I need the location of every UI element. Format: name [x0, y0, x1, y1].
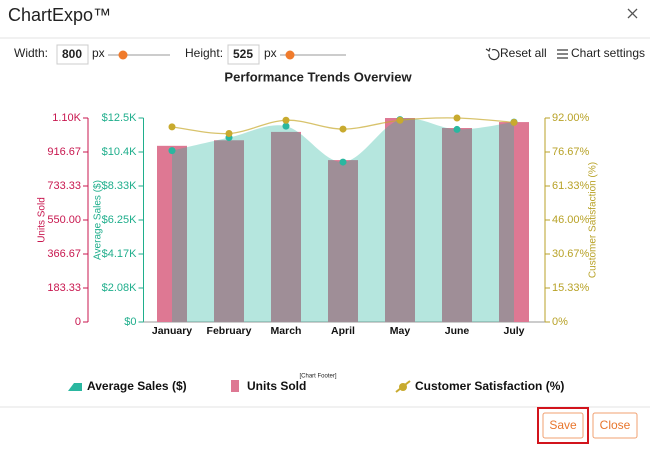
- bar: [385, 118, 415, 322]
- chart-title: Performance Trends Overview: [224, 69, 412, 84]
- point: [339, 125, 347, 133]
- save-label[interactable]: Save: [549, 418, 577, 432]
- point: [282, 122, 290, 130]
- close-icon[interactable]: [627, 8, 638, 19]
- highlight-box: [537, 407, 589, 444]
- x-tick-label: April: [331, 325, 355, 337]
- point: [225, 130, 233, 138]
- y-tick-label: 92.00%: [552, 112, 590, 124]
- y-tick-label: $2.08K: [102, 282, 138, 294]
- y-tick-label: 46.00%: [552, 214, 590, 226]
- axis-label: Customer Satisfaction (%): [588, 162, 599, 278]
- axis-label: Units Sold: [37, 197, 48, 243]
- app-title: ChartExpo™: [8, 5, 111, 25]
- y-tick-label: 916.67: [47, 146, 81, 158]
- y-tick-label: $6.25K: [102, 214, 138, 226]
- y-tick-label: 15.33%: [552, 282, 590, 294]
- legend-label: Average Sales ($): [87, 379, 187, 393]
- point: [453, 114, 461, 122]
- settings-icon[interactable]: [557, 49, 568, 59]
- chart-footer: [Chart Footer]: [299, 374, 336, 380]
- legend: Average Sales ($) Units Sold Customer Sati…: [68, 379, 564, 393]
- y-tick-label: 1.10K: [52, 112, 81, 124]
- height-slider-thumb[interactable]: [285, 50, 295, 60]
- close-button[interactable]: [592, 412, 638, 439]
- width-input[interactable]: [56, 44, 89, 65]
- reset-button[interactable]: Reset all: [500, 46, 547, 60]
- settings-button[interactable]: Chart settings: [571, 46, 645, 60]
- point: [168, 123, 176, 131]
- height-label: Height:: [185, 46, 223, 60]
- x-tick-label: January: [152, 325, 192, 337]
- axis-label: Average Sales ($): [93, 180, 104, 260]
- y-tick-label: $12.5K: [102, 112, 138, 124]
- width-unit: px: [92, 46, 105, 60]
- y-tick-label: 61.33%: [552, 180, 590, 192]
- legend-label: Units Sold: [247, 379, 306, 393]
- y-tick-label: 733.33: [47, 180, 81, 192]
- legend-label: Customer Satisfaction (%): [415, 379, 564, 393]
- y-tick-label: 0%: [552, 316, 568, 328]
- y-tick-label: 76.67%: [552, 146, 590, 158]
- point: [168, 147, 176, 155]
- bar: [271, 131, 301, 322]
- y-tick-label: 30.67%: [552, 248, 590, 260]
- y-tick-label: 550.00: [47, 214, 81, 226]
- point: [282, 116, 290, 124]
- x-tick-label: February: [207, 325, 252, 337]
- point: [339, 158, 347, 166]
- y-tick-label: 183.33: [47, 282, 81, 294]
- chart: 0 183.33 366.67 550.00 733.33 916.67 1.10K Unit…: [37, 112, 599, 337]
- bar: [328, 160, 358, 322]
- height-input[interactable]: [227, 44, 260, 65]
- y-tick-label: $4.17K: [102, 248, 138, 260]
- point: [396, 116, 404, 124]
- width-slider-thumb[interactable]: [118, 50, 128, 60]
- x-tick-label: May: [390, 325, 411, 337]
- legend-swatch: [231, 380, 239, 392]
- y-tick-label: $0: [124, 316, 136, 328]
- bar: [157, 145, 187, 322]
- x-tick-label: June: [445, 325, 470, 337]
- y-tick-label: $10.4K: [102, 146, 138, 158]
- bar: [442, 128, 472, 322]
- bar: [499, 122, 529, 322]
- width-label: Width:: [14, 46, 48, 60]
- area: [172, 118, 514, 323]
- legend-swatch: [399, 383, 407, 391]
- close-label[interactable]: Close: [600, 418, 631, 432]
- reset-icon[interactable]: [485, 47, 500, 61]
- y-tick-label: $8.33K: [102, 180, 138, 192]
- legend-swatch: [68, 383, 82, 391]
- x-tick-label: July: [503, 325, 524, 337]
- x-tick-label: March: [271, 325, 302, 337]
- height-value[interactable]: 525: [233, 47, 253, 61]
- point: [453, 125, 461, 133]
- bar: [214, 140, 244, 322]
- height-unit: px: [264, 46, 277, 60]
- save-button[interactable]: [542, 412, 584, 439]
- width-value[interactable]: 800: [62, 47, 82, 61]
- point: [510, 118, 518, 126]
- y-tick-label: 366.67: [47, 248, 81, 260]
- y-tick-label: 0: [75, 316, 81, 328]
